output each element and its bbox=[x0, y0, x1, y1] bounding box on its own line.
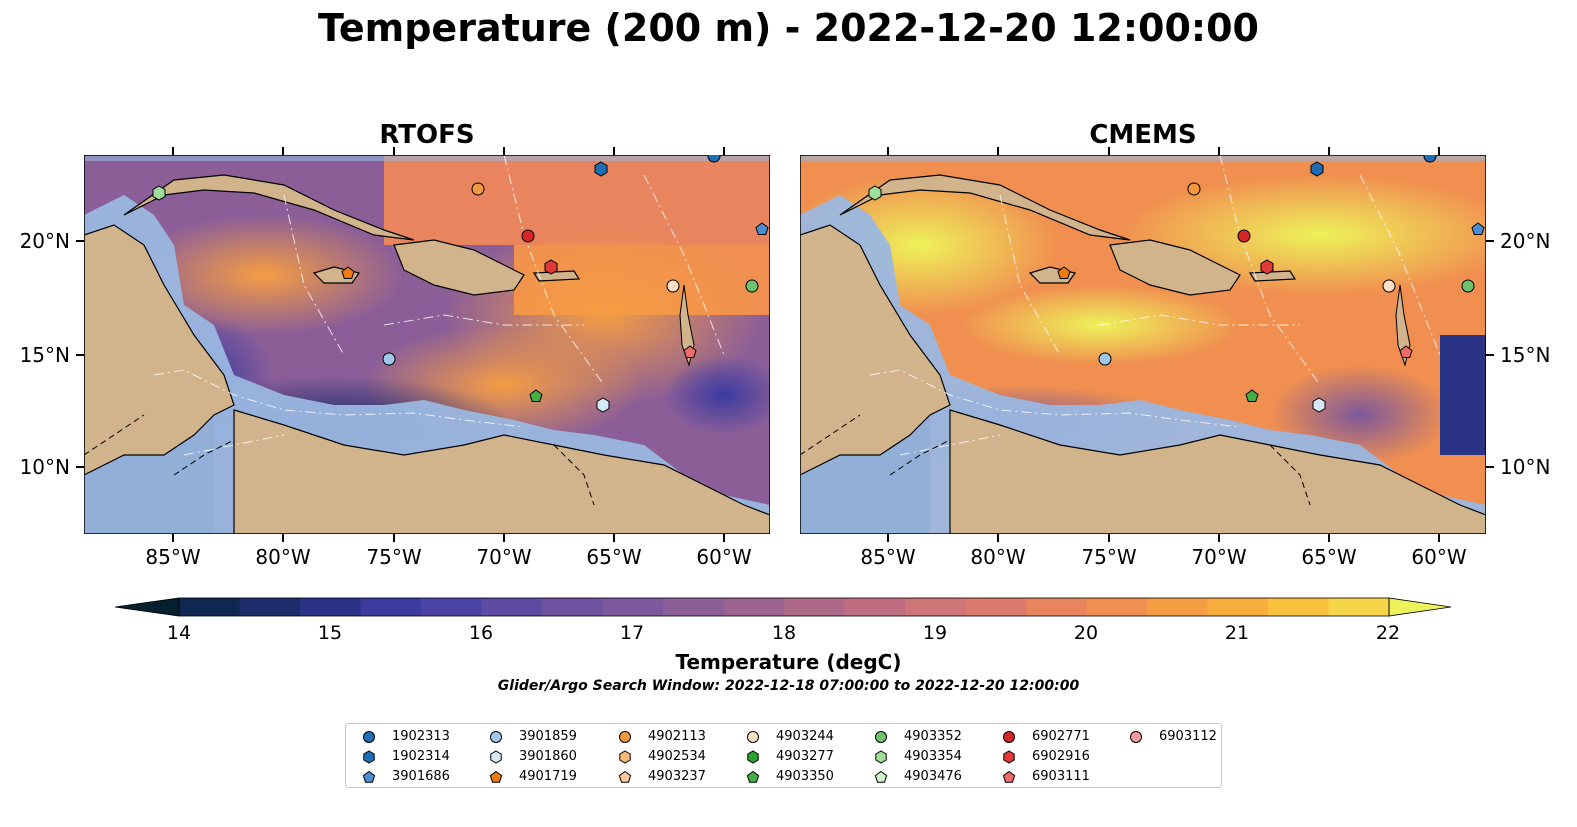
legend-marker-circle-icon bbox=[1130, 731, 1142, 743]
legend-marker-hexagon-icon bbox=[875, 750, 887, 764]
legend-label: 1902313 bbox=[392, 729, 450, 744]
lat-label-right: 15°N bbox=[1500, 343, 1551, 367]
legend-label: 4901719 bbox=[519, 769, 577, 784]
legend-marker-hexagon-icon bbox=[1003, 750, 1015, 764]
lat-label-left: 15°N bbox=[19, 343, 70, 367]
legend-marker-pentagon-icon bbox=[489, 770, 503, 783]
lon-label: 70°W bbox=[476, 545, 532, 569]
colorbar-segment bbox=[965, 598, 1027, 616]
colorbar-extend-min bbox=[115, 597, 180, 617]
lon-label: 80°W bbox=[970, 545, 1026, 569]
colorbar-tick: 16 bbox=[468, 622, 494, 644]
legend-label: 4903244 bbox=[776, 729, 834, 744]
legend-label: 3901686 bbox=[392, 769, 450, 784]
legend-label: 1902314 bbox=[392, 749, 450, 764]
legend-label: 4903354 bbox=[904, 749, 962, 764]
legend-marker-pentagon-icon bbox=[746, 770, 760, 783]
legend-marker-pentagon-icon bbox=[362, 770, 376, 783]
legend-marker-circle-icon bbox=[1003, 731, 1015, 743]
axis-ticks bbox=[76, 147, 1494, 542]
map-panel-cmems[interactable] bbox=[800, 155, 1486, 534]
colorbar-tick: 15 bbox=[317, 622, 343, 644]
lon-label: 85°W bbox=[860, 545, 916, 569]
colorbar-tick: 19 bbox=[922, 622, 948, 644]
lon-label: 75°W bbox=[366, 545, 422, 569]
lon-label: 85°W bbox=[145, 545, 201, 569]
lon-label: 70°W bbox=[1191, 545, 1247, 569]
lat-label-right: 20°N bbox=[1500, 229, 1551, 253]
legend-label: 4902113 bbox=[648, 729, 706, 744]
legend-label: 4903476 bbox=[904, 769, 962, 784]
lat-label-right: 10°N bbox=[1500, 455, 1551, 479]
legend-label: 4903350 bbox=[776, 769, 834, 784]
panel-title-cmems: CMEMS bbox=[1089, 120, 1197, 150]
legend-marker-pentagon-icon bbox=[618, 770, 632, 783]
colorbar-tick: 17 bbox=[619, 622, 645, 644]
colorbar-segment bbox=[1026, 598, 1087, 616]
colorbar-segment bbox=[542, 598, 603, 616]
legend-marker-pentagon-icon bbox=[1002, 770, 1016, 783]
float-markers-cmems bbox=[868, 155, 1485, 413]
colorbar-tick: 18 bbox=[771, 622, 797, 644]
legend-label: 4903352 bbox=[904, 729, 962, 744]
legend-marker-hexagon-icon bbox=[490, 750, 502, 764]
legend-marker-circle-icon bbox=[619, 731, 631, 743]
lat-label-left: 10°N bbox=[19, 455, 70, 479]
lon-label: 80°W bbox=[255, 545, 311, 569]
colorbar-extend-max bbox=[1388, 597, 1452, 617]
colorbar-segment bbox=[1268, 598, 1329, 616]
colorbar-segment bbox=[300, 598, 361, 616]
legend-label: 6902771 bbox=[1032, 729, 1090, 744]
search-window-caption: Glider/Argo Search Window: 2022-12-18 07… bbox=[497, 678, 1080, 694]
colorbar-label: Temperature (degC) bbox=[675, 650, 902, 674]
colorbar-segment bbox=[844, 598, 906, 616]
colorbar-segment bbox=[360, 598, 422, 616]
legend-marker-hexagon-icon bbox=[363, 750, 375, 764]
lon-label: 60°W bbox=[696, 545, 752, 569]
colorbar-tick: 22 bbox=[1375, 622, 1401, 644]
legend-marker-hexagon-icon bbox=[619, 750, 631, 764]
colorbar-tick: 20 bbox=[1073, 622, 1099, 644]
colorbar-segment bbox=[1086, 598, 1148, 616]
float-markers-rtofs bbox=[152, 155, 769, 413]
legend-label: 6902916 bbox=[1032, 749, 1090, 764]
legend-label: 4902534 bbox=[648, 749, 706, 764]
lon-label: 65°W bbox=[586, 545, 642, 569]
colorbar bbox=[115, 597, 1452, 617]
legend-marker-circle-icon bbox=[747, 731, 759, 743]
legend-label: 4903237 bbox=[648, 769, 706, 784]
legend-marker-circle-icon bbox=[363, 731, 375, 743]
legend-label: 3901860 bbox=[519, 749, 577, 764]
lon-label: 75°W bbox=[1081, 545, 1137, 569]
legend-marker-circle-icon bbox=[875, 731, 887, 743]
colorbar-segment bbox=[239, 598, 301, 616]
legend-label: 6903111 bbox=[1032, 769, 1090, 784]
legend-label: 6903112 bbox=[1159, 729, 1217, 744]
colorbar-segment bbox=[179, 598, 240, 616]
panel-title-rtofs: RTOFS bbox=[379, 120, 475, 150]
colorbar-segment bbox=[905, 598, 966, 616]
colorbar-segment bbox=[723, 598, 785, 616]
legend-marker-pentagon-icon bbox=[874, 770, 888, 783]
lat-label-left: 20°N bbox=[19, 229, 70, 253]
colorbar-segment bbox=[421, 598, 482, 616]
colorbar-tick: 21 bbox=[1224, 622, 1250, 644]
legend-marker-circle-icon bbox=[490, 731, 502, 743]
colorbar-segment bbox=[1147, 598, 1208, 616]
colorbar-segment bbox=[481, 598, 543, 616]
lon-label: 60°W bbox=[1411, 545, 1467, 569]
legend-label: 3901859 bbox=[519, 729, 577, 744]
colorbar-segment bbox=[1207, 598, 1269, 616]
colorbar-tick: 14 bbox=[166, 622, 192, 644]
map-panel-rtofs[interactable] bbox=[84, 155, 770, 534]
colorbar-segment bbox=[663, 598, 724, 616]
colorbar-segment bbox=[784, 598, 845, 616]
float-legend: 1902313 1902314 3901686 3901859 3901860 49017… bbox=[345, 723, 1222, 788]
legend-marker-hexagon-icon bbox=[747, 750, 759, 764]
lon-label: 65°W bbox=[1301, 545, 1357, 569]
figure-title: Temperature (200 m) - 2022-12-20 12:00:0… bbox=[317, 6, 1259, 50]
colorbar-segment bbox=[1328, 598, 1390, 616]
colorbar-segment bbox=[602, 598, 664, 616]
legend-label: 4903277 bbox=[776, 749, 834, 764]
